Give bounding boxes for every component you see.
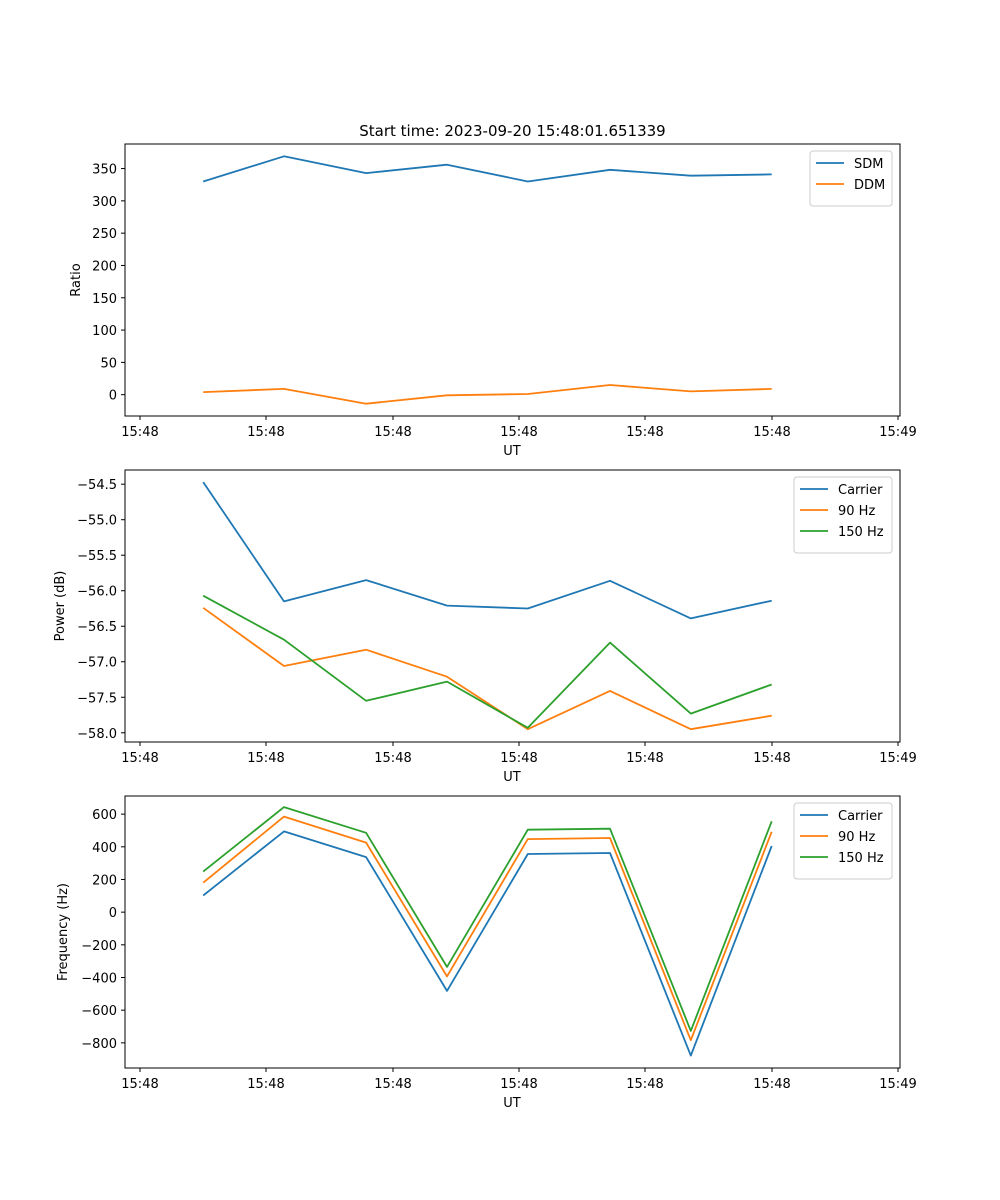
power-x-tick-label: 15:48 xyxy=(500,751,537,766)
ratio-legend: SDM DDM xyxy=(809,150,893,207)
power-x-tick-label: 15:48 xyxy=(374,751,411,766)
power-x-tick-label: 15:48 xyxy=(626,751,663,766)
ratio-y-tick-label: 350 xyxy=(92,163,117,178)
frequency-legend-box xyxy=(793,802,893,880)
frequency-y-axis-label: Frequency (Hz) xyxy=(56,883,71,981)
power-legend-box xyxy=(793,476,893,554)
power-legend-label: Carrier xyxy=(838,483,883,498)
frequency-y-tick-label: −600 xyxy=(81,1004,117,1019)
power-x-tick-label: 15:48 xyxy=(753,751,790,766)
power-x-tick-label: 15:48 xyxy=(247,751,284,766)
power-axes-frame xyxy=(124,469,901,743)
subplot-power: 15:48 15:48 15:48 15:48 15:48 15:48 15:49 −58.0… xyxy=(53,469,917,785)
frequency-x-tick-label: 15:48 xyxy=(121,1077,158,1092)
power-legend-label: 90 Hz xyxy=(838,504,875,519)
frequency-y-tick-label: 0 xyxy=(109,906,117,921)
frequency-y-tick-label: 200 xyxy=(92,873,117,888)
frequency-y-tick-label: 400 xyxy=(92,841,117,856)
power-y-axis-label: Power (dB) xyxy=(53,571,68,642)
ratio-y-tick-label: 250 xyxy=(92,227,117,242)
frequency-y-tick-label: −200 xyxy=(81,939,117,954)
ratio-x-tick-label: 15:48 xyxy=(374,425,411,440)
frequency-y-tick-label: 600 xyxy=(92,808,117,823)
ratio-x-tick-label: 15:49 xyxy=(879,425,916,440)
power-y-tick-label: −56.5 xyxy=(77,620,117,635)
power-y-tick-label: −54.5 xyxy=(77,478,117,493)
frequency-series-150-hz xyxy=(202,806,773,1032)
power-x-axis-label: UT xyxy=(503,770,521,785)
frequency-x-tick-label: 15:49 xyxy=(879,1077,916,1092)
ratio-y-tick-label: 0 xyxy=(109,389,117,404)
ratio-x-tick-label: 15:48 xyxy=(247,425,284,440)
ratio-legend-box xyxy=(809,150,893,207)
ratio-x-tick-label: 15:48 xyxy=(753,425,790,440)
frequency-x-tick-label: 15:48 xyxy=(626,1077,663,1092)
ratio-legend-label: DDM xyxy=(854,178,885,193)
power-y-tick-label: −55.0 xyxy=(77,514,117,529)
frequency-x-tick-label: 15:48 xyxy=(500,1077,537,1092)
power-series-150-hz xyxy=(202,594,773,729)
frequency-axes-frame xyxy=(124,795,901,1069)
ratio-x-tick-label: 15:48 xyxy=(121,425,158,440)
ratio-y-tick-label: 200 xyxy=(92,259,117,274)
ratio-y-tick-label: 300 xyxy=(92,195,117,210)
ratio-y-tick-label: 50 xyxy=(100,356,117,371)
ratio-y-tick-label: 150 xyxy=(92,292,117,307)
power-y-tick-label: −56.0 xyxy=(77,585,117,600)
ratio-x-tick-label: 15:48 xyxy=(626,425,663,440)
ratio-legend-label: SDM xyxy=(854,157,883,172)
ratio-axes-frame xyxy=(124,143,901,417)
ratio-x-axis-label: UT xyxy=(503,444,521,459)
power-legend: Carrier 90 Hz 150 Hz xyxy=(793,476,893,554)
frequency-x-axis-label: UT xyxy=(503,1096,521,1111)
power-x-tick-label: 15:48 xyxy=(121,751,158,766)
frequency-x-tick-label: 15:48 xyxy=(753,1077,790,1092)
frequency-legend-label: Carrier xyxy=(838,809,883,824)
power-y-tick-label: −55.5 xyxy=(77,549,117,564)
ratio-series-ddm xyxy=(203,384,772,405)
frequency-x-tick-label: 15:48 xyxy=(374,1077,411,1092)
ratio-x-tick-label: 15:48 xyxy=(500,425,537,440)
power-series-90-hz xyxy=(202,607,772,731)
power-series-carrier xyxy=(202,481,772,620)
frequency-y-tick-label: −400 xyxy=(81,971,117,986)
power-y-tick-label: −58.0 xyxy=(77,727,117,742)
figure-title: Start time: 2023-09-20 15:48:01.651339 xyxy=(359,122,665,140)
power-legend-label: 150 Hz xyxy=(838,525,884,540)
frequency-series-carrier xyxy=(202,830,773,1057)
power-x-tick-label: 15:49 xyxy=(879,751,916,766)
frequency-y-tick-label: −800 xyxy=(81,1037,117,1052)
frequency-series-90-hz xyxy=(202,815,773,1042)
ratio-series-sdm xyxy=(202,155,772,183)
subplot-ratio: 15:48 15:48 15:48 15:48 15:48 15:48 15:49 0 50 10… xyxy=(69,143,917,459)
frequency-legend-label: 90 Hz xyxy=(838,830,875,845)
frequency-legend: Carrier 90 Hz 150 Hz xyxy=(793,802,893,880)
frequency-x-tick-label: 15:48 xyxy=(247,1077,284,1092)
subplot-frequency: 15:48 15:48 15:48 15:48 15:48 15:48 15:49 −800 −… xyxy=(56,795,917,1111)
ratio-y-axis-label: Ratio xyxy=(69,263,84,296)
power-y-tick-label: −57.0 xyxy=(77,656,117,671)
ratio-y-tick-label: 100 xyxy=(92,324,117,339)
power-y-tick-label: −57.5 xyxy=(77,691,117,706)
frequency-legend-label: 150 Hz xyxy=(838,851,884,866)
